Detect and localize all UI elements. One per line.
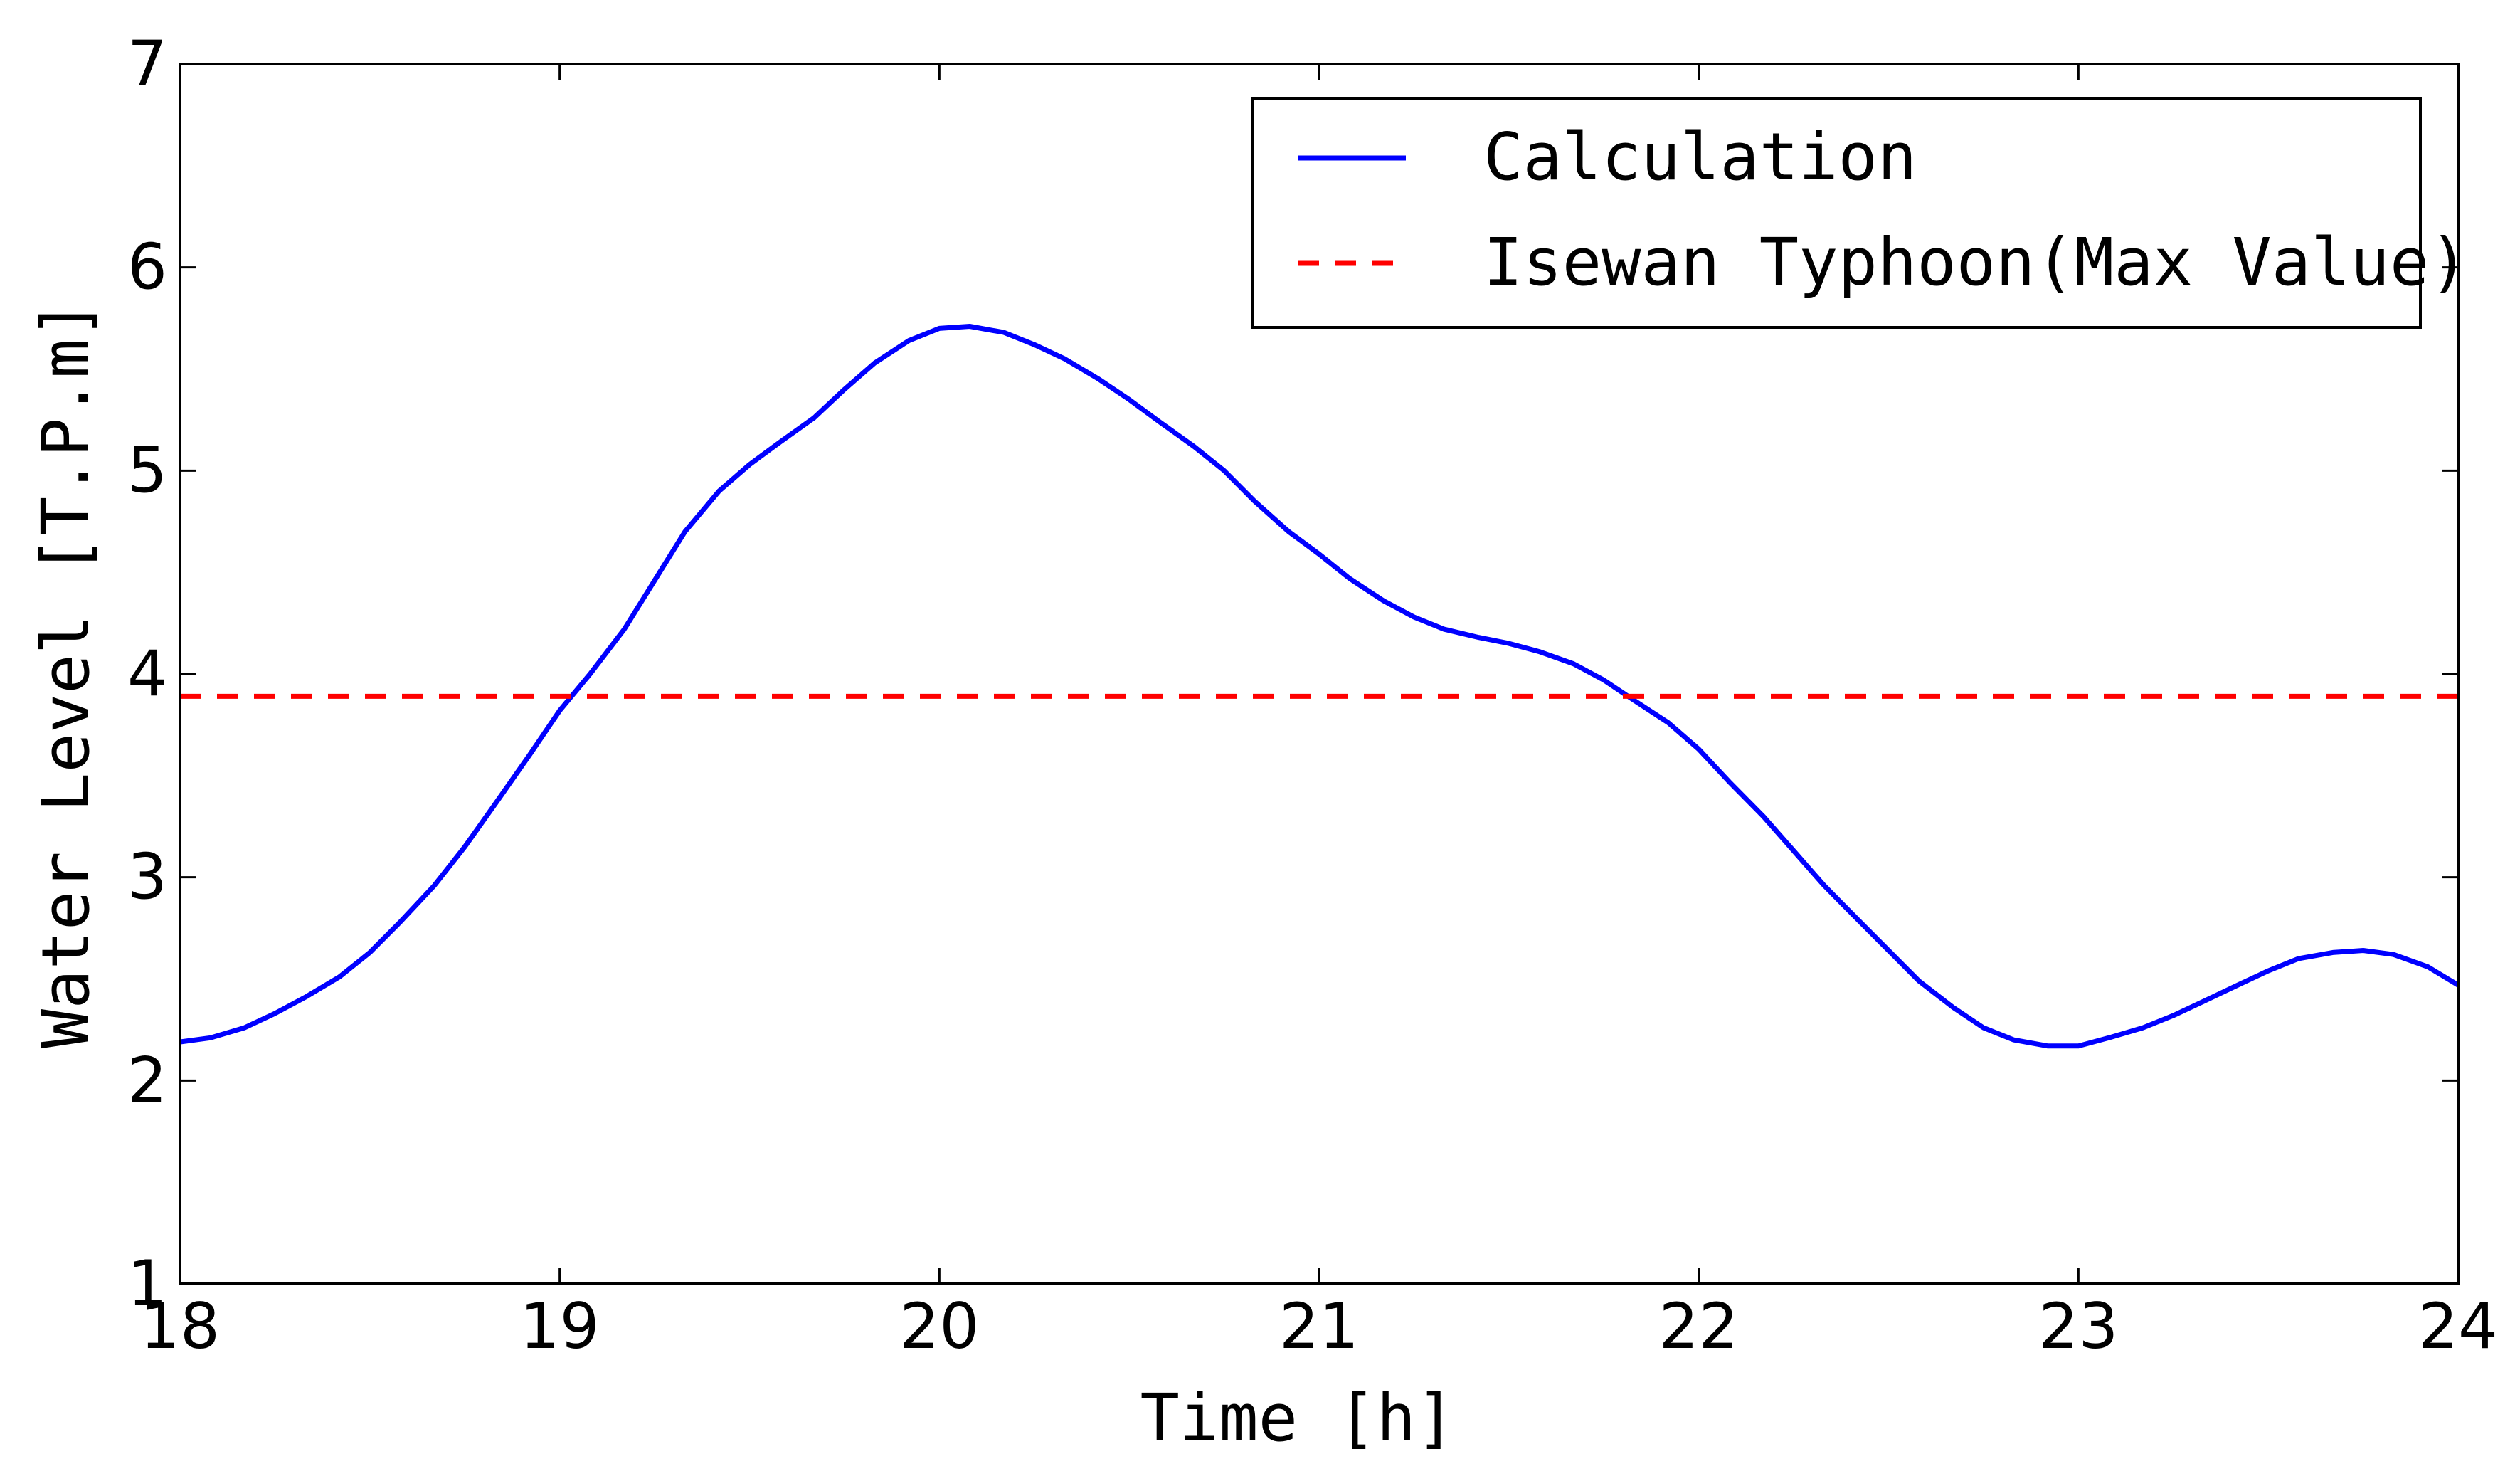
legend-label-calculation: Calculation [1483, 119, 1917, 195]
y-tick-label: 1 [127, 1247, 167, 1320]
x-tick-label: 20 [899, 1290, 979, 1363]
y-tick-label: 3 [127, 840, 167, 914]
legend-box [1251, 97, 2422, 329]
y-tick-label: 2 [127, 1043, 167, 1117]
y-axis-title: Water Level [T.P.m] [28, 300, 104, 1048]
plot-frame [179, 63, 2460, 1285]
y-tick-label: 6 [127, 231, 167, 304]
x-tick-label: 24 [2418, 1290, 2498, 1363]
y-tick-label: 7 [127, 27, 167, 100]
x-axis-title: Time [h] [1140, 1380, 1455, 1456]
plot-area [179, 324, 2460, 1049]
x-tick-label: 22 [1659, 1290, 1739, 1363]
y-tick-label: 4 [127, 637, 167, 710]
x-tick-label: 19 [520, 1290, 600, 1363]
x-tick-label: 23 [2038, 1290, 2118, 1363]
series-line-calculation [179, 324, 2460, 1049]
y-tick-label: 5 [127, 433, 167, 507]
x-tick-label: 21 [1279, 1290, 1359, 1363]
legend-label-isewan-typhoon: Isewan Typhoon(Max Value) [1483, 224, 2469, 300]
legend: Calculation Isewan Typhoon(Max Value) [1251, 97, 2469, 329]
x-tick-label: 18 [140, 1290, 220, 1363]
